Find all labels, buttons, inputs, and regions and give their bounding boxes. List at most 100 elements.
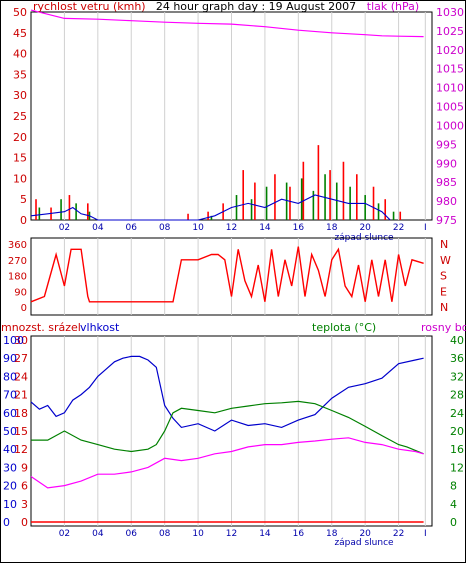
p2-series	[30, 246, 424, 303]
p3-xtick-3: 08	[159, 529, 171, 539]
p1-xtick-6: 14	[259, 223, 271, 233]
p1-xtick-5: 12	[226, 223, 237, 233]
p2-left-ytick-4: 360	[8, 240, 27, 251]
p1-right-ytick-4: 995	[436, 138, 457, 151]
p1-right-label: tlak (hPa)	[367, 0, 419, 13]
p3-hum-ytick-4: 40	[3, 443, 17, 456]
p3-x-ticks: 02 04 06 08 10 12 14 16 18 20 22 I	[59, 529, 427, 539]
p3-rain-ytick-2: 6	[21, 480, 28, 493]
p2-compass-2: S	[440, 270, 447, 283]
p1-left-ytick-0: 0	[20, 214, 27, 227]
p1-right-ytick-3: 990	[436, 157, 457, 170]
p2-left-ytick-2: 180	[8, 272, 27, 283]
p1-xtick-0: 02	[59, 223, 70, 233]
p1-right-ytick-2: 985	[436, 176, 457, 189]
p3-series-temperature	[31, 400, 424, 455]
p3-xtick-5: 12	[226, 529, 237, 539]
p2-compass-0: N	[440, 238, 448, 251]
p1-right-ytick-6: 1005	[436, 101, 464, 114]
p1-series-avg-wind	[30, 194, 391, 221]
p3-series-humidity	[30, 355, 424, 432]
p3-hum-ytick-6: 60	[3, 407, 17, 420]
p3-y-temp-ticks: 0 4 8 12 16 20 24 28 32 36 40	[450, 334, 464, 529]
p3-xtick-9: 20	[359, 529, 371, 539]
p3-hum-ytick-9: 90	[3, 352, 17, 365]
p1-xtick-9: 20	[359, 223, 371, 233]
p3-temp-ytick-10: 40	[450, 334, 464, 347]
p1-xtick-11: I	[424, 223, 427, 233]
p3-rain-ytick-5: 15	[14, 425, 28, 438]
p3-hum-ytick-8: 80	[3, 370, 17, 383]
p1-xtick-7: 16	[293, 223, 305, 233]
p1-xtick-3: 08	[159, 223, 171, 233]
p1-right-ytick-11: 1030	[436, 6, 464, 19]
p3-y-rain-ticks: 0 3 6 9 12 15 18 21 24 27 30	[14, 334, 28, 529]
p3-xtick-0: 02	[59, 529, 70, 539]
p3-series-dewpoint	[30, 437, 424, 489]
p3-xtick-10: 22	[393, 529, 404, 539]
p3-xtick-6: 14	[259, 529, 271, 539]
p3-rain-ytick-0: 0	[21, 516, 28, 529]
p3-temp-ytick-1: 4	[450, 498, 457, 511]
p1-left-ytick-5: 25	[13, 110, 27, 123]
p1-left-ytick-8: 40	[13, 48, 27, 61]
p1-left-ytick-2: 10	[13, 172, 27, 185]
p3-right-label: teplota (°C)	[312, 321, 376, 334]
p3-xlabel: západ slunce	[334, 538, 394, 548]
p3-y-humidity-ticks: 0 10 20 30 40 50 60 70 80 90 100	[3, 334, 24, 529]
p3-xtick-11: I	[424, 529, 427, 539]
p3-rain-ytick-3: 9	[21, 461, 28, 474]
p3-hum-ytick-3: 30	[3, 461, 17, 474]
p1-left-ytick-4: 20	[13, 131, 27, 144]
p3-hum-ytick-0: 0	[3, 516, 10, 529]
p3-rain-ytick-1: 3	[21, 498, 28, 511]
p3-left-label: mnozst. srázel	[1, 321, 81, 334]
p2-left-ytick-0: 0	[21, 303, 27, 314]
p1-series-pressure	[30, 9, 424, 38]
p3-series	[30, 355, 424, 523]
p3-rain-ytick-7: 21	[14, 389, 28, 402]
p2-y-left-ticks: 0 90 180 270 360	[8, 240, 27, 314]
p1-series	[30, 9, 424, 221]
p3-xtick-2: 06	[126, 529, 138, 539]
p1-left-ytick-7: 35	[13, 68, 27, 81]
p3-xtick-7: 16	[293, 529, 305, 539]
p3-hum-ytick-7: 70	[3, 389, 17, 402]
p3-right2-label: rosny bod	[421, 321, 466, 334]
p1-left-ytick-9: 45	[13, 27, 27, 40]
p1-xtick-10: 22	[393, 223, 404, 233]
p1-left-ytick-1: 5	[20, 193, 27, 206]
p1-left-ytick-3: 15	[13, 152, 27, 165]
p3-temp-ytick-0: 0	[450, 516, 457, 529]
p3-hum-ytick-5: 50	[3, 425, 17, 438]
p1-right-ytick-8: 1015	[436, 63, 464, 76]
p2-compass-4: N	[440, 301, 448, 314]
p1-right-ytick-7: 1010	[436, 82, 464, 95]
p3-hum-ytick-1: 10	[3, 498, 17, 511]
p1-xtick-8: 18	[326, 223, 338, 233]
p1-title: 24 hour graph day : 19 August 2007	[156, 0, 356, 13]
p3-temp-ytick-7: 28	[450, 389, 464, 402]
p3-rain-ytick-6: 18	[14, 407, 28, 420]
p1-xtick-2: 06	[126, 223, 138, 233]
p3-xtick-8: 18	[326, 529, 338, 539]
p3-hum-ytick-2: 20	[3, 480, 17, 493]
p3-rain-ytick-10: 30	[14, 334, 28, 347]
p1-y-left-ticks: 0 5 10 15 20 25 30 35 40 45 50	[13, 6, 27, 227]
p3-left2-label: vlhkost	[80, 321, 120, 334]
p3-rain-ytick-8: 24	[14, 370, 28, 383]
p1-right-ytick-9: 1020	[436, 44, 464, 57]
p3-xtick-4: 10	[192, 529, 204, 539]
p3-rain-ytick-9: 27	[14, 352, 28, 365]
humidity-temperature-panel: 02 04 06 08 10 12 14 16 18 20 22 I 0369121518212427…	[1, 321, 466, 548]
p1-xtick-1: 04	[92, 223, 104, 233]
p3-temp-ytick-5: 20	[450, 425, 464, 438]
p2-left-ytick-1: 90	[14, 287, 27, 298]
p3-temp-ytick-6: 24	[450, 407, 464, 420]
p1-right-ytick-10: 1025	[436, 25, 464, 38]
p1-right-ytick-0: 975	[436, 214, 457, 227]
